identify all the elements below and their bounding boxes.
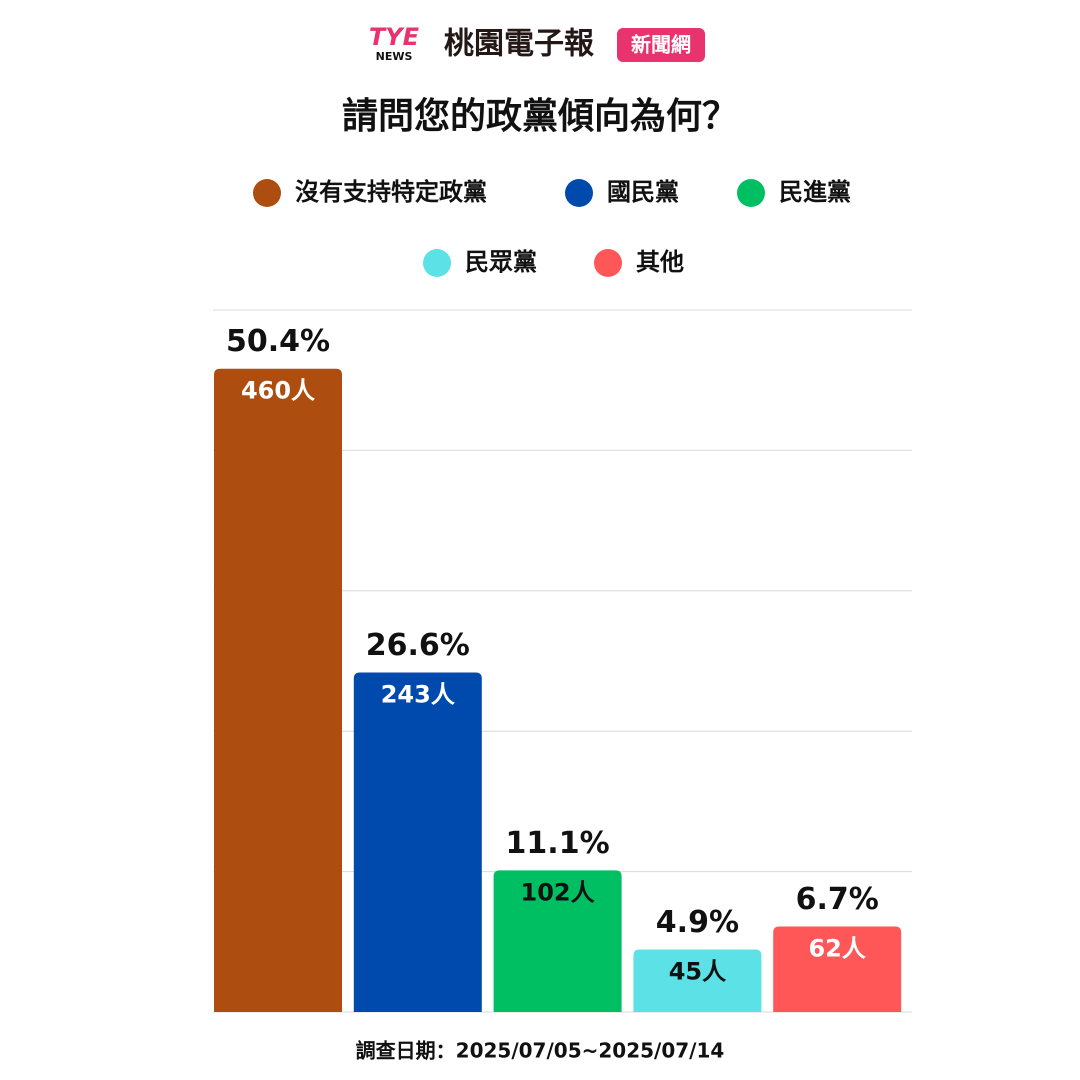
count-label: 62人 bbox=[808, 934, 865, 962]
value-label: 4.9% bbox=[656, 905, 739, 940]
value-label: 6.7% bbox=[796, 882, 879, 917]
legend-swatch bbox=[737, 179, 765, 207]
chart-title: 請問您的政黨傾向為何？ bbox=[342, 96, 738, 137]
value-label: 26.6% bbox=[366, 628, 470, 663]
bar bbox=[214, 368, 342, 1012]
legend-swatch bbox=[423, 249, 451, 277]
legend-swatch bbox=[253, 179, 281, 207]
value-label: 50.4% bbox=[226, 324, 330, 359]
legend-label: 其他 bbox=[636, 248, 684, 276]
legend-label: 民進黨 bbox=[779, 178, 851, 206]
count-label: 45人 bbox=[669, 957, 726, 985]
site-name: 桃園電子報 bbox=[444, 27, 595, 62]
bar bbox=[773, 926, 902, 1012]
value-label: 11.1% bbox=[506, 826, 610, 861]
count-label: 243人 bbox=[381, 680, 455, 708]
bar bbox=[493, 870, 622, 1012]
legend-label: 民眾黨 bbox=[465, 248, 537, 276]
count-label: 460人 bbox=[241, 377, 315, 405]
badge-text: 新聞網 bbox=[631, 33, 691, 57]
legend-label: 沒有支持特定政黨 bbox=[295, 178, 487, 206]
legend-swatch bbox=[565, 179, 593, 207]
logo-sub: NEWS bbox=[376, 50, 413, 63]
legend-swatch bbox=[594, 249, 622, 277]
logo-mark: TYE bbox=[369, 23, 420, 51]
badge bbox=[617, 28, 705, 62]
legend-label: 國民黨 bbox=[607, 178, 679, 206]
count-label: 102人 bbox=[521, 878, 595, 906]
bar bbox=[633, 949, 762, 1012]
footnote: 調查日期：2025/07/05~2025/07/14 bbox=[356, 1039, 725, 1063]
bar bbox=[353, 672, 482, 1012]
